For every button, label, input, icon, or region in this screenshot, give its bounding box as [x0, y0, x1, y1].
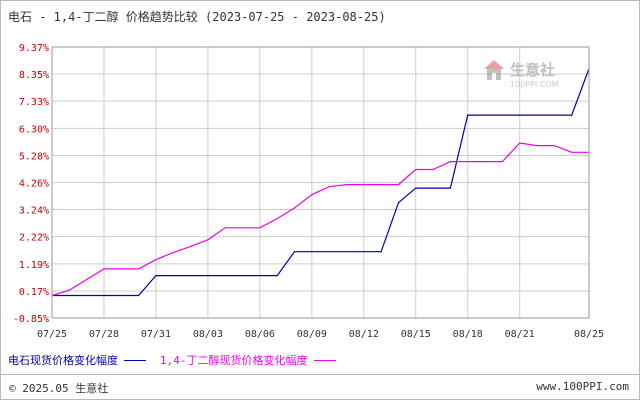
x-axis-ticks: 07/25 07/28 07/31 08/03 08/06 08/09 08/12 08/15…: [37, 329, 604, 340]
y-tick-label: -0.85%: [13, 314, 49, 325]
copyright-text: © 2025.05 生意社: [9, 382, 109, 395]
house-icon: [484, 60, 504, 80]
data-point-series-2: [519, 142, 521, 144]
watermark-logo: 生意社 100PPI.COM: [484, 60, 559, 89]
y-tick-label: 3.24%: [19, 206, 49, 217]
y-tick-label: 6.30%: [19, 124, 49, 135]
data-point-series-1: [155, 274, 157, 277]
site-link[interactable]: www.100PPI.com: [536, 380, 629, 393]
data-point-series-2: [276, 217, 278, 220]
data-point-series-2: [328, 186, 330, 188]
data-point-series-2: [207, 239, 209, 241]
x-tick-label: 08/06: [245, 329, 275, 340]
data-point-series-1: [449, 187, 452, 189]
data-point-series-2: [432, 168, 434, 171]
data-point-series-2: [571, 151, 573, 153]
legend-item-series-2: 1,4-丁二醇现货价格变化幅度: [160, 352, 336, 368]
data-point-series-2: [172, 251, 174, 254]
plot-border: [51, 46, 590, 319]
data-point-series-2: [189, 245, 192, 248]
x-tick-label: 08/21: [505, 329, 535, 340]
data-point-series-2: [138, 268, 140, 270]
x-tick-label: 08/09: [297, 329, 327, 340]
x-tick-label: 07/25: [37, 329, 67, 340]
chart-title: 电石 - 1,4-丁二醇 价格趋势比较 (2023-07-25 - 2023-0…: [8, 8, 386, 25]
data-point-series-2: [155, 259, 157, 261]
chart-title-main: 电石 - 1,4-丁二醇 价格趋势比较: [8, 10, 198, 24]
y-tick-label: 8.35%: [19, 70, 49, 81]
y-tick-label: 0.17%: [19, 287, 49, 298]
footer: © 2025.05 生意社 www.100PPI.com: [1, 374, 639, 399]
data-point-series-2: [345, 184, 348, 186]
series-line-1: [52, 68, 590, 297]
x-tick-label: 08/03: [193, 329, 223, 340]
y-axis-ticks: 9.37% 8.35% 7.33% 6.30% 5.28% 4.26% 3.24% 2.22%…: [13, 43, 49, 325]
x-tick-label: 07/31: [141, 329, 171, 340]
data-point-series-1: [293, 251, 296, 253]
y-tick-label: 7.33%: [19, 97, 49, 108]
y-tick-label: 9.37%: [19, 43, 49, 54]
data-point-series-2: [259, 227, 261, 229]
data-point-series-2: [224, 227, 226, 229]
data-point-series-2: [415, 168, 417, 171]
data-point-series-1: [380, 251, 382, 253]
data-point-series-2: [449, 160, 452, 163]
y-tick-label: 2.22%: [19, 233, 49, 244]
y-tick-label: 1.19%: [19, 260, 49, 271]
series-line-2: [51, 142, 589, 297]
data-point-series-1: [415, 187, 417, 189]
data-point-series-2: [311, 194, 313, 196]
y-tick-label: 4.26%: [19, 179, 49, 190]
legend-label-series-1: 电石现货价格变化幅度: [8, 354, 118, 367]
x-tick-label: 08/12: [349, 329, 379, 340]
data-point-series-2: [103, 268, 105, 270]
data-point-series-1: [276, 274, 278, 277]
data-point-series-2: [68, 289, 70, 291]
data-point-series-2: [553, 145, 555, 147]
logo-name: 生意社: [510, 61, 555, 79]
data-point-series-2: [501, 160, 503, 163]
data-point-series-2: [397, 184, 400, 186]
data-point-series-2: [293, 207, 296, 209]
legend-swatch-series-2: [313, 359, 336, 361]
legend: 电石现货价格变化幅度 1,4-丁二醇现货价格变化幅度: [8, 352, 350, 368]
data-point-series-1: [397, 202, 400, 204]
legend-swatch-series-1: [124, 359, 146, 361]
legend-label-series-2: 1,4-丁二醇现货价格变化幅度: [160, 354, 308, 367]
legend-item-series-1: 电石现货价格变化幅度: [8, 352, 146, 368]
data-point-series-1: [571, 114, 573, 116]
data-point-series-1: [467, 114, 469, 116]
data-point-series-1: [138, 294, 140, 297]
x-tick-label: 08/25: [574, 329, 604, 340]
chart-title-range: (2023-07-25 - 2023-08-25): [205, 10, 386, 24]
x-tick-label: 08/18: [453, 329, 483, 340]
data-point-series-2: [536, 145, 538, 147]
x-tick-label: 07/28: [89, 329, 119, 340]
x-tick-label: 08/15: [401, 329, 431, 340]
y-tick-label: 5.28%: [19, 151, 49, 162]
logo-url: 100PPI.COM: [510, 80, 559, 89]
